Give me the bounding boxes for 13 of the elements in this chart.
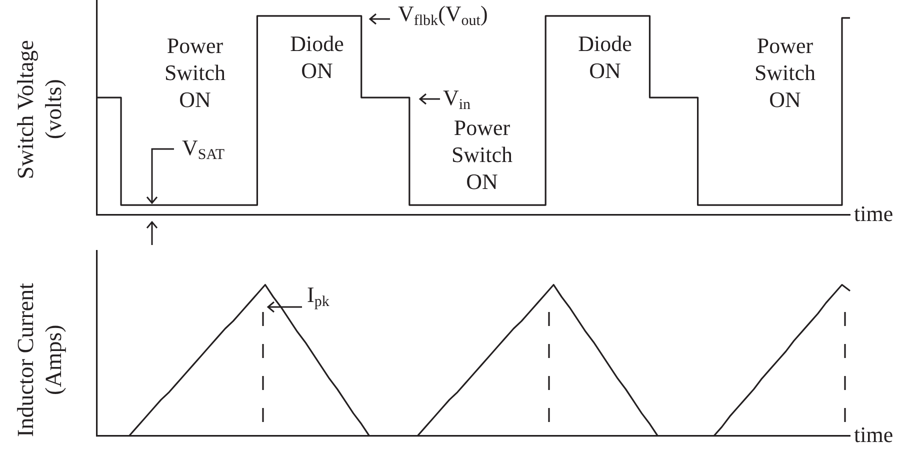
annotation: V$_{SAT}$ bbox=[182, 134, 225, 165]
annotation: V$_{in}$ bbox=[443, 85, 471, 113]
annotation: Power Switch ON bbox=[451, 114, 513, 195]
x-axis-title: time bbox=[854, 201, 894, 227]
annotation: Diode ON bbox=[578, 30, 632, 84]
x-axis-title: time bbox=[854, 422, 894, 448]
annotation: Diode ON bbox=[290, 30, 344, 84]
y-axis-title: Inductor Current (Amps) bbox=[12, 283, 67, 437]
annotation: I$_{pk}$ bbox=[307, 281, 330, 312]
annotation: Power Switch ON bbox=[754, 32, 816, 113]
y-axis-title: Switch Voltage (volts) bbox=[12, 40, 67, 180]
annotation: Power Switch ON bbox=[164, 32, 226, 113]
annotation: V$_{flbk}$(V$_{out}$) bbox=[398, 0, 488, 31]
